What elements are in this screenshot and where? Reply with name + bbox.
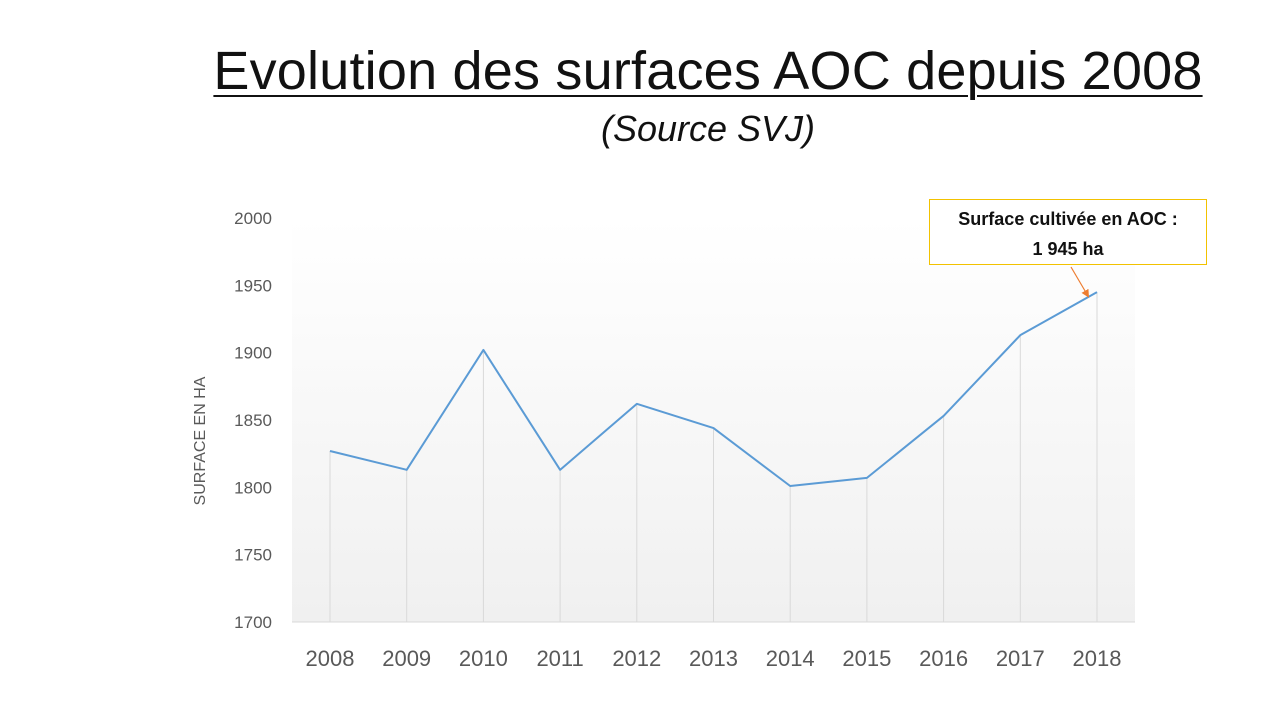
data-point [405,468,409,472]
x-tick-label: 2013 [689,646,738,671]
x-tick-label: 2016 [919,646,968,671]
x-tick-label: 2010 [459,646,508,671]
data-point [942,414,946,418]
x-tick-label: 2008 [306,646,355,671]
y-tick-label: 2000 [234,209,272,228]
data-point [481,348,485,352]
x-tick-label: 2012 [612,646,661,671]
annotation-arrow [1070,266,1090,298]
x-tick-label: 2009 [382,646,431,671]
data-point [1095,290,1099,294]
y-axis-title: SURFACE EN HA [192,376,209,505]
data-point [558,468,562,472]
data-point [328,449,332,453]
chart-title: Evolution des surfaces AOC depuis 2008 [213,41,1203,101]
annotation-line-1: Surface cultivée en AOC : [958,209,1178,229]
y-tick-label: 1950 [234,276,272,295]
x-tick-label: 2017 [996,646,1045,671]
y-axis-ticks: 1700 1750 1800 1850 1900 1950 2000 [234,209,272,632]
data-point [1018,333,1022,337]
y-tick-label: 1850 [234,411,272,430]
data-point [712,426,716,430]
x-tick-label: 2011 [536,646,583,671]
x-tick-label: 2014 [766,646,815,671]
series-line [329,291,1098,487]
chart-subtitle: (Source SVJ) [600,108,816,149]
data-point [865,476,869,480]
y-tick-label: 1700 [234,613,272,632]
y-tick-label: 1900 [234,344,272,363]
data-point [635,402,639,406]
x-tick-label: 2018 [1073,646,1122,671]
x-axis-ticks: 2008 2009 2010 2011 2012 2013 2014 2015 2016 2017… [306,646,1122,671]
annotation-line-2: 1 945 ha [1032,239,1104,259]
y-tick-label: 1750 [234,546,272,565]
y-tick-label: 1800 [234,478,272,497]
x-tick-label: 2015 [842,646,891,671]
data-point [788,484,792,488]
annotation-callout: Surface cultivée en AOC : 1 945 ha [929,199,1207,265]
drop-lines [329,292,1098,622]
